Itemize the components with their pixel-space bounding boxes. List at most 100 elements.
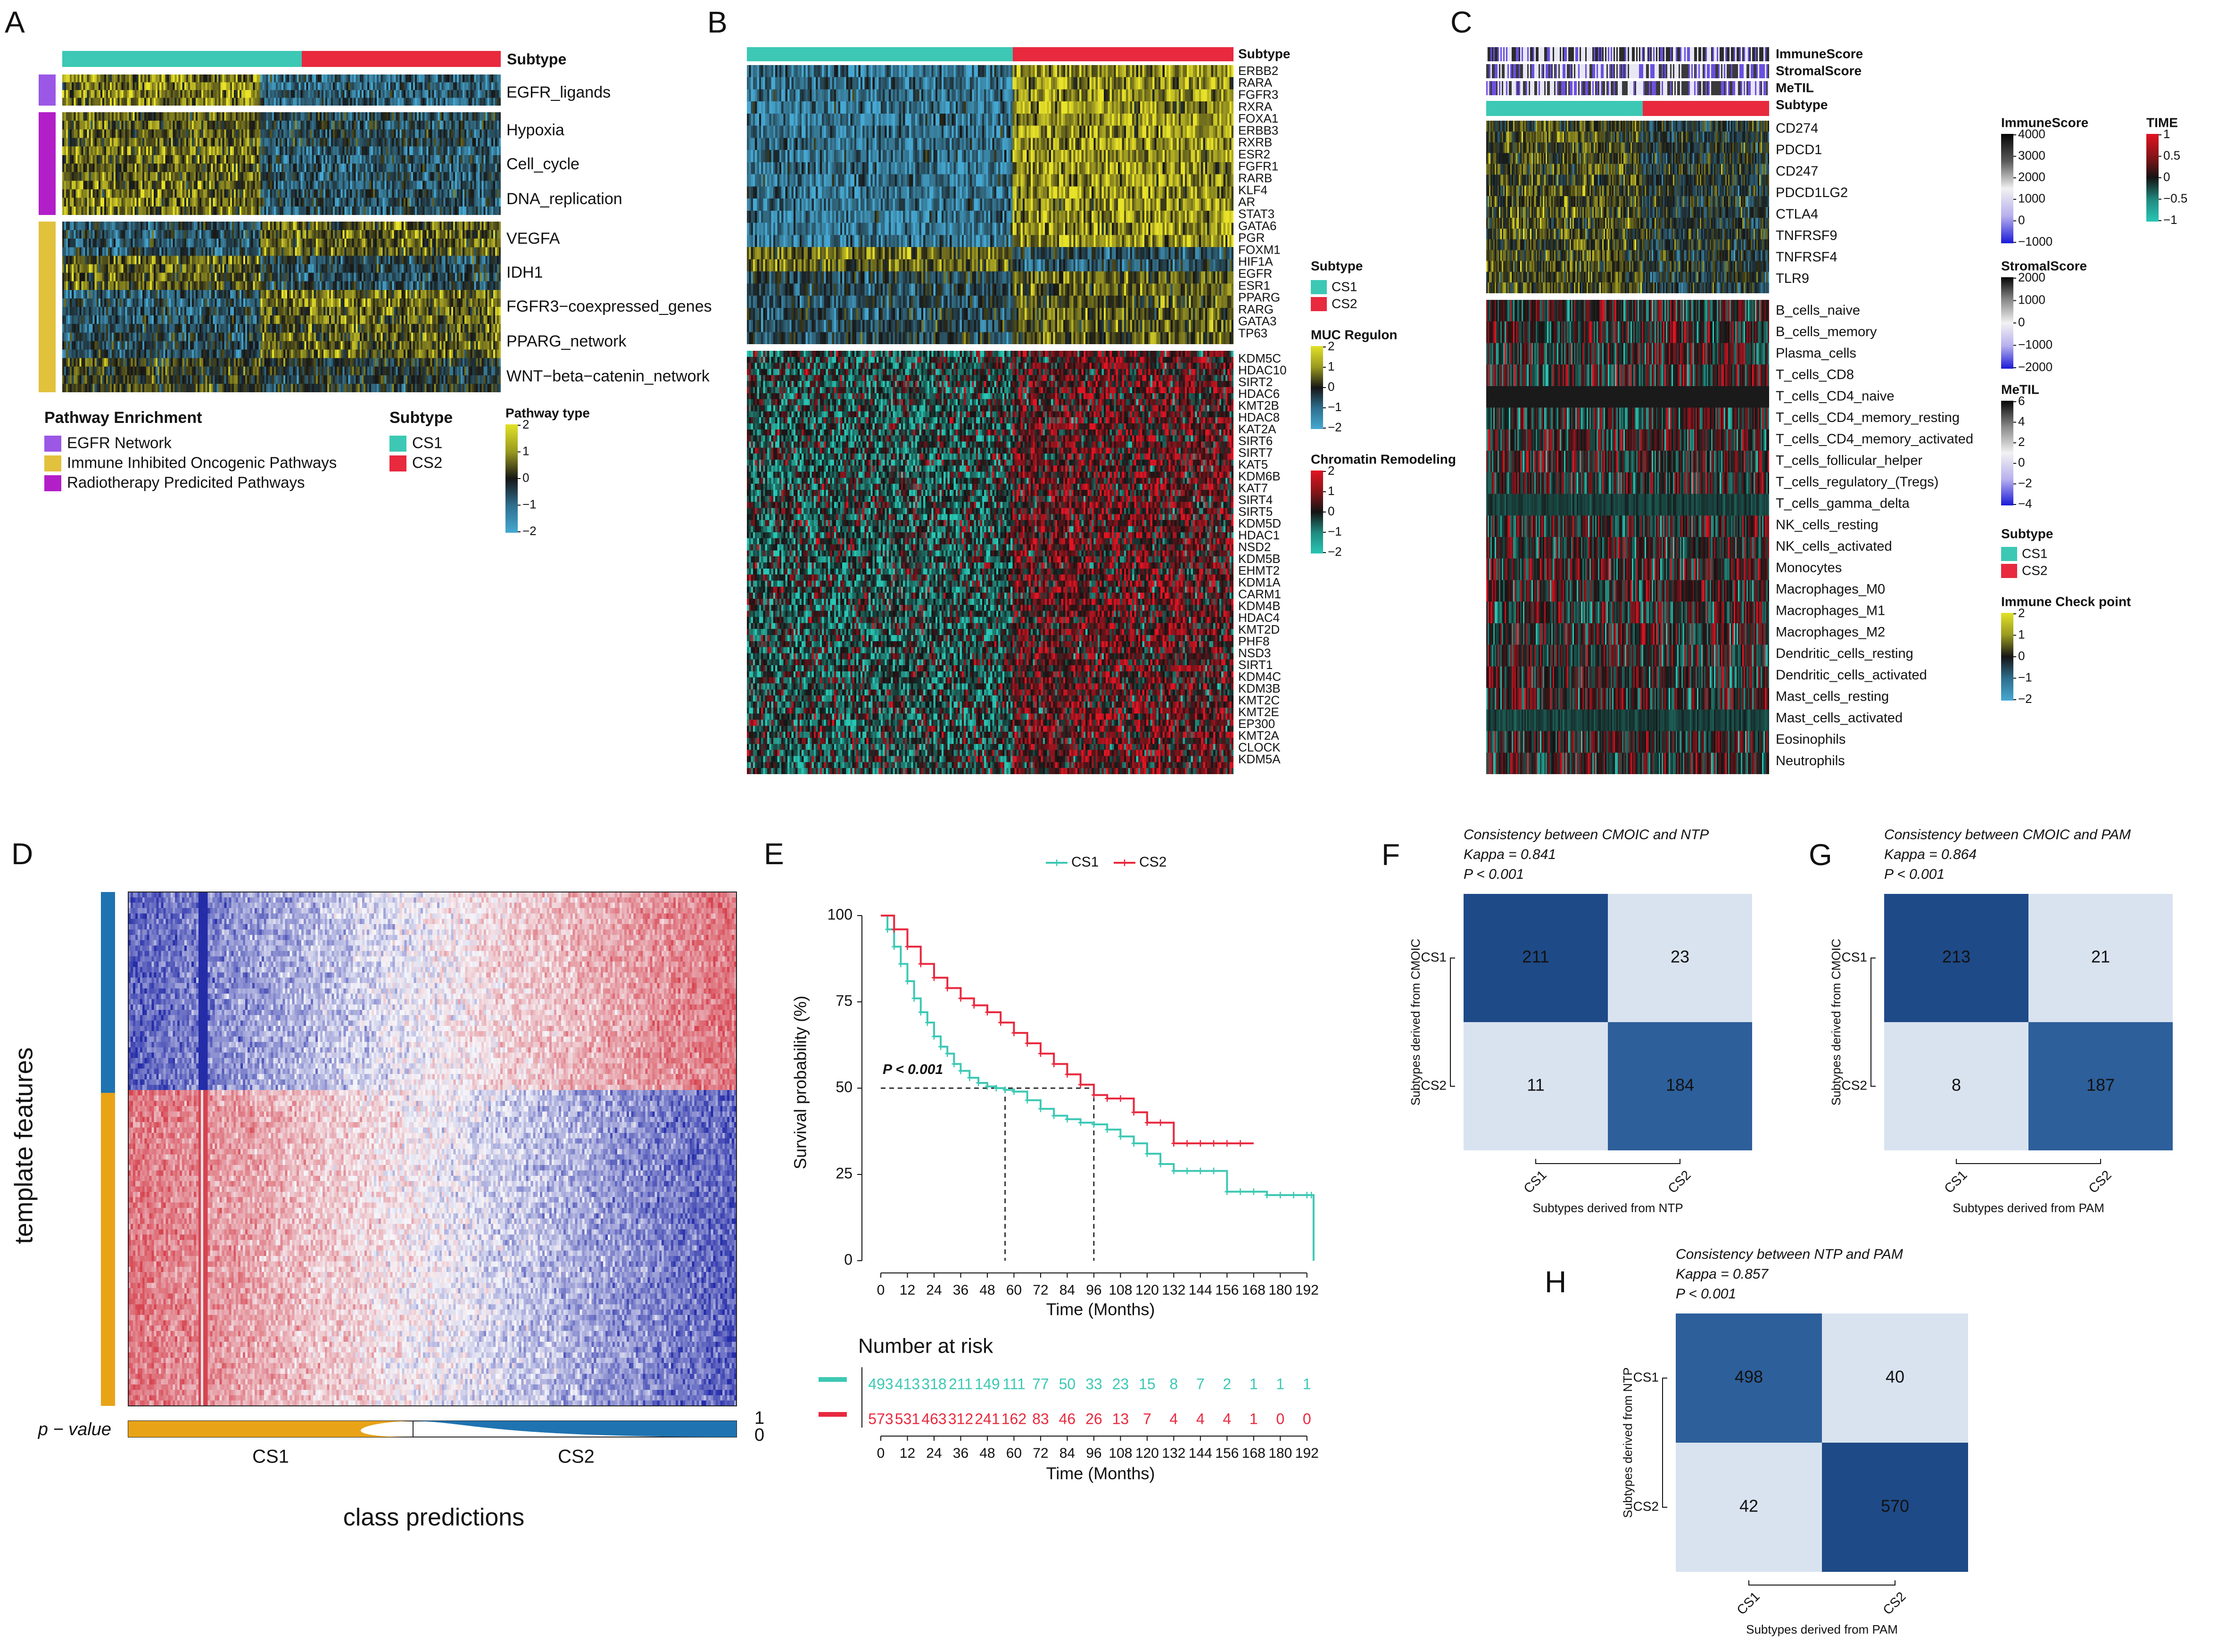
km-x-tick-label: 84 (1059, 1282, 1075, 1298)
legend-chromatin-scale-tick-label: 0 (1328, 504, 1334, 518)
risk-cs1-count: 111 (1002, 1375, 1026, 1392)
km-censor-mark (1105, 1095, 1110, 1102)
legend-pathway-title: Pathway Enrichment (44, 409, 202, 427)
confusion-title: Consistency between NTP and PAM (1676, 1247, 1903, 1262)
km-y-label: Survival probability (%) (791, 996, 810, 1169)
muc-gene-label: FGFR1 (1238, 159, 1278, 173)
col-bracket (1748, 1580, 1895, 1586)
confusion-value: 11 (1527, 1075, 1544, 1095)
risk-cs1-count: 15 (1139, 1375, 1156, 1392)
legend-time-scale-tick-label: −0.5 (2163, 191, 2187, 205)
km-y-tick-label: 100 (828, 906, 852, 923)
confusion-cell (1676, 1443, 1822, 1572)
km-censor-mark (998, 1019, 1003, 1026)
panel-label-h: H (1545, 1265, 1566, 1299)
risk-x-tick-label: 156 (1215, 1446, 1239, 1461)
legend-immune-scale-tick-label: 0 (2018, 213, 2025, 227)
km-x-label: Time (Months) (1046, 1300, 1155, 1319)
risk-cs1-count: 493 (868, 1375, 893, 1392)
pathway-row-label: EGFR_ligands (506, 83, 611, 101)
km-y-tick-label: 25 (836, 1165, 852, 1181)
legend-muc-scale-tick-label: −1 (1328, 400, 1342, 414)
muc-gene-label: TP63 (1238, 326, 1267, 340)
risk-cs2-count: 26 (1085, 1410, 1102, 1427)
legend-pathway-swatch (44, 455, 61, 471)
km-censor-mark (1091, 1121, 1096, 1128)
legend-subtype-swatch (389, 455, 406, 471)
km-curve-cs2 (881, 915, 1254, 1145)
legend-chromatin-scale-tick-label: 1 (1328, 484, 1334, 498)
km-censor-mark (967, 1074, 972, 1082)
chromatin-gene-label: KMT2E (1238, 705, 1279, 719)
legend-icp-scale-tick-label: 1 (2018, 627, 2025, 641)
cell-type-label: Macrophages_M1 (1776, 603, 1885, 619)
confusion-cell (1884, 1022, 2028, 1150)
km-x-tick-label: 72 (1033, 1282, 1048, 1298)
km-censor-mark (1184, 1167, 1190, 1174)
confusion-kappa: Kappa = 0.857 (1676, 1266, 1769, 1282)
row-bracket (1662, 1378, 1667, 1508)
km-censor-mark (1238, 1140, 1243, 1147)
km-censor-mark (905, 978, 910, 985)
km-censor-mark (1011, 1088, 1017, 1095)
legend-immune-scale-tick-label: −1000 (2018, 234, 2052, 248)
km-pvalue: P < 0.001 (883, 1062, 943, 1077)
km-x-tick-label: 108 (1109, 1282, 1132, 1298)
risk-cs2-count: 46 (1059, 1410, 1076, 1427)
risk-x-tick-label: 96 (1086, 1446, 1101, 1461)
legend-c-subtype-item: CS2 (2022, 563, 2047, 578)
km-x-tick-label: 192 (1295, 1282, 1319, 1298)
legend-pathway-item: Radiotherapy Predicited Pathways (67, 474, 305, 491)
km-censor-mark (905, 943, 910, 950)
confusion-pvalue: P < 0.001 (1676, 1286, 1736, 1302)
risk-x-tick-label: 120 (1135, 1446, 1159, 1461)
km-censor-mark (958, 1067, 963, 1074)
chromatin-gene-label: SIRT2 (1238, 375, 1273, 389)
legend-immune-scale-tick-label: 2000 (2018, 170, 2045, 184)
row-label: CS1 (1633, 1370, 1659, 1384)
legend-immune-scale-bar (2001, 134, 2013, 243)
panel-label-g: G (1809, 838, 1832, 872)
legend-chromatin-scale-bar (1311, 471, 1323, 553)
confusion-value: 498 (1735, 1367, 1763, 1387)
pathway-block-1 (39, 112, 56, 215)
legend-pathway-scale-tick-label: 1 (522, 444, 529, 458)
heatmap-a-block-1 (62, 112, 501, 215)
confusion-x-label: Subtypes derived from PAM (1953, 1201, 2104, 1215)
legend-b-subtype-title: Subtype (1311, 258, 1363, 273)
legend-time-scale-title: TIME (2146, 115, 2178, 130)
km-censor-mark (918, 1008, 923, 1016)
risk-cs1-count: 8 (1169, 1375, 1178, 1392)
km-censor-mark (1091, 1091, 1096, 1099)
cell-type-label: Macrophages_M2 (1776, 625, 1885, 640)
legend-metil-scale-title: MeTIL (2001, 382, 2039, 396)
chromatin-gene-label: SIRT5 (1238, 504, 1273, 519)
legend-immune-scale-tick-label: 4000 (2018, 127, 2045, 141)
annotation-label: ImmuneScore (1776, 46, 1863, 61)
risk-cs2-count: 4 (1169, 1410, 1178, 1427)
confusion-kappa: Kappa = 0.841 (1464, 847, 1556, 862)
risk-cs2-count: 4 (1223, 1410, 1231, 1427)
subtype-bar-cs1 (62, 51, 302, 67)
feature-group-bar-down (101, 1093, 115, 1406)
panel-label-a: A (5, 5, 25, 39)
chromatin-gene-label: NSD2 (1238, 540, 1271, 554)
risk-cs1-count: 211 (949, 1375, 973, 1392)
km-x-tick-label: 96 (1086, 1282, 1101, 1298)
subtype-bar-cs1 (1486, 101, 1643, 116)
confusion-cell (1676, 1313, 1822, 1443)
km-censor-mark (1198, 1167, 1203, 1174)
risk-cs1-count: 1 (1276, 1375, 1284, 1392)
km-censor-mark (1065, 1115, 1070, 1123)
cell-type-label: Mast_cells_activated (1776, 710, 1903, 726)
cell-type-label: NK_cells_activated (1776, 539, 1892, 554)
legend-b-subtype-item: CS2 (1332, 296, 1357, 311)
risk-cs2-count: 573 (868, 1410, 893, 1427)
cell-type-label: B_cells_memory (1776, 324, 1877, 339)
legend-c-subtype-title: Subtype (2001, 526, 2053, 541)
km-censor-mark (1265, 1191, 1270, 1198)
km-legend-label: CS2 (1139, 854, 1167, 870)
risk-cs2-count: 162 (1001, 1410, 1026, 1427)
legend-muc-scale-bar (1311, 346, 1323, 429)
pathway-row-label: Cell_cycle (506, 155, 579, 173)
